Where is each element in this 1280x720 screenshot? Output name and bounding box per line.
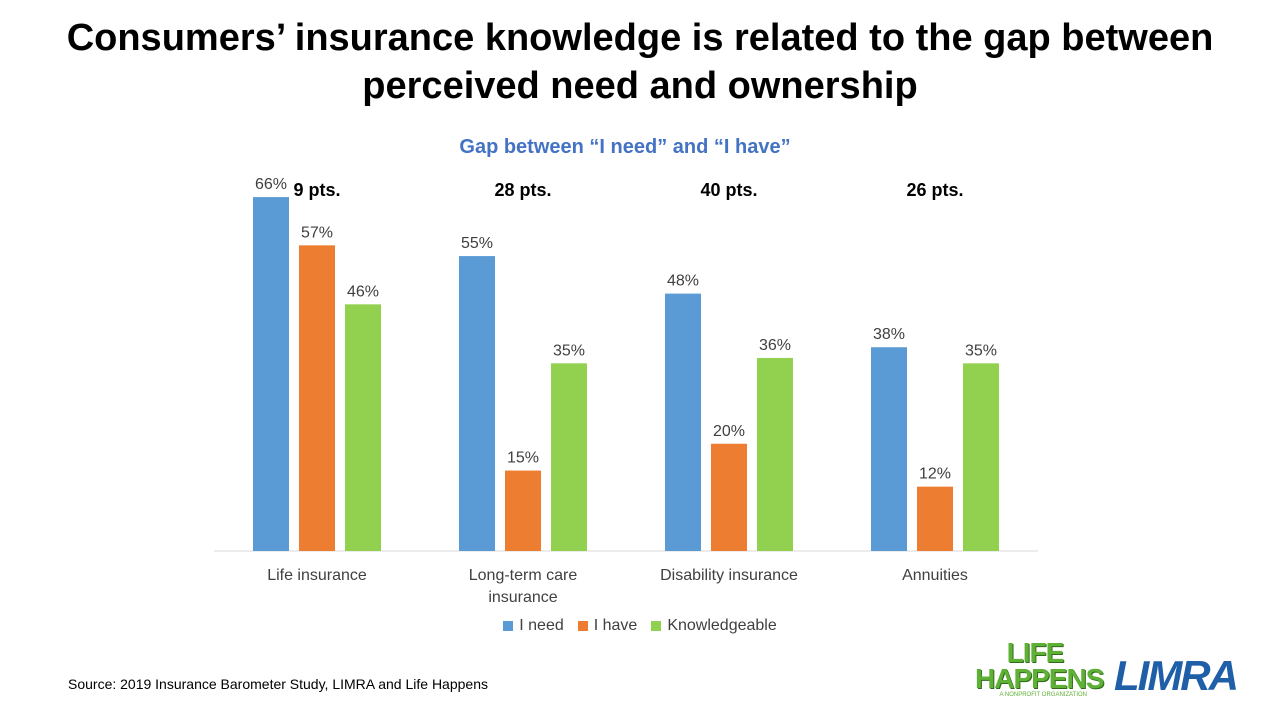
bar-i-need [871, 347, 907, 551]
gap-label: 9 pts. [293, 180, 340, 200]
bar-i-have [917, 486, 953, 551]
category-label: Annuities [902, 567, 968, 584]
bar-i-have [711, 443, 747, 551]
legend-item-i-have: I have [577, 617, 638, 635]
data-label: 66% [255, 176, 287, 193]
legend-label-knowledgeable: Knowledgeable [667, 617, 777, 634]
bar-knowledgeable [551, 363, 587, 551]
legend-swatch-i-need [503, 621, 514, 631]
data-label: 35% [553, 342, 585, 359]
chart-legend: I need I have Knowledgeable [450, 617, 830, 635]
data-label: 55% [461, 235, 493, 252]
bar-i-need [253, 197, 289, 551]
bar-i-need [665, 293, 701, 551]
gap-label: 40 pts. [700, 180, 757, 200]
data-label: 48% [667, 273, 699, 290]
bar-i-have [505, 470, 541, 551]
category-label: Life insurance [267, 567, 367, 584]
bar-knowledgeable [757, 357, 793, 551]
data-label: 20% [713, 423, 745, 440]
data-label: 35% [965, 342, 997, 359]
gap-label: 28 pts. [494, 180, 551, 200]
page-title: Consumers’ insurance knowledge is relate… [66, 17, 1214, 107]
life-happens-logo-mark: LIFE HAPPENS [975, 637, 1104, 694]
data-label: 38% [873, 326, 905, 343]
bar-knowledgeable [963, 363, 999, 551]
data-label: 15% [507, 450, 539, 467]
data-label: 57% [301, 224, 333, 241]
category-label: Long-term care insurance [469, 567, 578, 606]
legend-item-i-need: I need [503, 617, 564, 635]
chart-subtitle: Gap between “I need” and “I have” [459, 136, 791, 158]
life-happens-logo: LIFE HAPPENS A NONPROFIT ORGANIZATION [975, 637, 1104, 702]
bar-i-have [299, 245, 335, 551]
legend-item-knowledgeable: Knowledgeable [651, 617, 777, 635]
data-label: 36% [759, 337, 791, 354]
legend-label-i-have: I have [593, 617, 638, 634]
gap-label: 26 pts. [906, 180, 963, 200]
source-note: Source: 2019 Insurance Barometer Study, … [68, 676, 488, 692]
bar-i-need [459, 256, 495, 551]
legend-swatch-knowledgeable [651, 621, 662, 631]
bar-knowledgeable [345, 304, 381, 551]
limra-logo: LIMRA [1114, 652, 1239, 699]
life-happens-logo-sub: A NONPROFIT ORGANIZATION [999, 692, 1087, 698]
category-label: Disability insurance [660, 567, 798, 584]
legend-swatch-i-have [577, 621, 588, 631]
data-label: 46% [347, 283, 379, 300]
data-label: 12% [919, 466, 951, 483]
legend-label-i-need: I need [519, 617, 564, 634]
